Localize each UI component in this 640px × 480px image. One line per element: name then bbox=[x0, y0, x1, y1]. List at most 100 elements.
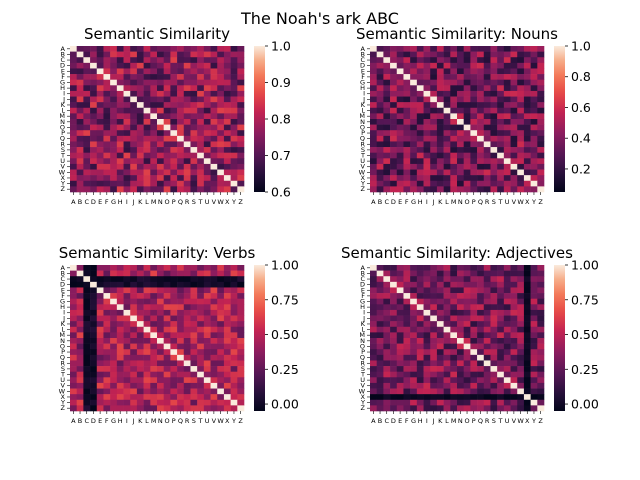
heatmap-cell bbox=[130, 366, 138, 372]
heatmap-cell bbox=[116, 326, 124, 333]
heatmap-cell bbox=[177, 360, 185, 367]
heatmap-cell bbox=[430, 321, 438, 328]
heatmap-cell bbox=[223, 152, 231, 159]
heatmap-cell bbox=[530, 147, 538, 153]
heatmap-cell bbox=[383, 309, 391, 316]
heatmap-cell bbox=[537, 265, 545, 271]
heatmap-cell bbox=[416, 107, 424, 114]
heatmap-cell bbox=[230, 394, 238, 401]
heatmap-cell bbox=[130, 74, 138, 80]
heatmap-cell bbox=[170, 315, 178, 322]
heatmap-cell bbox=[383, 405, 391, 412]
heatmap-cell bbox=[136, 46, 144, 52]
heatmap-cell bbox=[410, 405, 418, 412]
heatmap-cell bbox=[203, 377, 211, 384]
heatmap-cell bbox=[83, 388, 91, 395]
heatmap-cell bbox=[503, 113, 511, 120]
heatmap-cell bbox=[237, 298, 245, 305]
heatmap-cell bbox=[150, 141, 158, 148]
heatmap-cell bbox=[416, 90, 424, 97]
y-tick-label: V bbox=[61, 163, 66, 171]
heatmap-cell bbox=[436, 388, 444, 395]
heatmap-cell bbox=[430, 394, 438, 401]
heatmap-cell bbox=[376, 382, 384, 389]
heatmap-cell bbox=[517, 141, 525, 148]
heatmap-cell bbox=[510, 90, 518, 97]
heatmap-cell bbox=[163, 57, 171, 64]
heatmap-cell bbox=[150, 349, 158, 356]
y-tick-label: U bbox=[360, 157, 365, 165]
heatmap-cell bbox=[190, 298, 198, 305]
heatmap-cell bbox=[430, 298, 438, 305]
heatmap-cell bbox=[190, 270, 198, 277]
heatmap-cell bbox=[123, 57, 131, 64]
heatmap-cell bbox=[183, 394, 191, 401]
heatmap-cell bbox=[90, 175, 98, 182]
heatmap-cell bbox=[143, 46, 151, 52]
heatmap-cell bbox=[443, 46, 451, 52]
heatmap-cell bbox=[430, 186, 438, 193]
heatmap-cell bbox=[490, 382, 498, 389]
heatmap-cell bbox=[483, 354, 491, 361]
heatmap-cell bbox=[190, 90, 198, 97]
heatmap-cell bbox=[463, 287, 471, 294]
heatmap-cell bbox=[230, 293, 238, 299]
heatmap-cell bbox=[530, 107, 538, 114]
heatmap-cell bbox=[110, 135, 118, 142]
heatmap-cell bbox=[450, 62, 458, 69]
heatmap-cell bbox=[383, 321, 391, 328]
heatmap-cell bbox=[83, 135, 91, 142]
heatmap-cell bbox=[383, 298, 391, 305]
heatmap-cell bbox=[537, 74, 545, 80]
heatmap-cell bbox=[470, 169, 478, 176]
heatmap-cell bbox=[530, 382, 538, 389]
heatmap-cell bbox=[396, 405, 404, 412]
heatmap-cell bbox=[116, 405, 124, 412]
heatmap-cell bbox=[470, 175, 478, 182]
heatmap-cell bbox=[370, 321, 377, 328]
heatmap-cell bbox=[497, 152, 505, 159]
heatmap-cell bbox=[463, 281, 471, 288]
heatmap-cell bbox=[503, 96, 511, 103]
heatmap-cell bbox=[383, 46, 391, 52]
heatmap-cell bbox=[510, 377, 518, 384]
x-tick-label: L bbox=[145, 417, 149, 425]
heatmap-cell bbox=[436, 163, 444, 170]
heatmap-cell bbox=[223, 158, 231, 165]
heatmap-cell bbox=[103, 130, 111, 137]
heatmap-cell bbox=[203, 68, 211, 75]
heatmap-cell bbox=[430, 287, 438, 294]
heatmap-cell bbox=[116, 366, 124, 372]
heatmap-cell bbox=[403, 180, 411, 187]
heatmap-cell bbox=[403, 304, 411, 311]
heatmap-cell bbox=[443, 287, 451, 294]
heatmap-cell bbox=[410, 119, 418, 125]
heatmap-cell bbox=[223, 186, 231, 193]
heatmap-cell bbox=[110, 366, 118, 372]
heatmap-cell bbox=[116, 371, 124, 378]
heatmap-cell bbox=[116, 141, 124, 148]
heatmap-cell bbox=[450, 68, 458, 75]
heatmap-cell bbox=[170, 377, 178, 384]
heatmap-cell bbox=[483, 377, 491, 384]
y-tick-label: J bbox=[62, 314, 65, 322]
heatmap-cell bbox=[183, 354, 191, 361]
heatmap-cell bbox=[477, 124, 485, 131]
heatmap-cell bbox=[170, 287, 178, 294]
heatmap-cell bbox=[503, 388, 511, 395]
heatmap-cell bbox=[423, 107, 431, 114]
heatmap-cell bbox=[123, 298, 131, 305]
heatmap-cell bbox=[223, 79, 231, 86]
x-tick-label: X bbox=[225, 198, 230, 206]
heatmap-cell bbox=[396, 175, 404, 182]
heatmap-cell bbox=[416, 332, 424, 339]
heatmap-cell bbox=[197, 405, 205, 412]
y-tick-label: I bbox=[63, 309, 65, 317]
heatmap-cell bbox=[237, 135, 245, 142]
heatmap-cell bbox=[70, 366, 77, 372]
heatmap-cell bbox=[150, 366, 158, 372]
heatmap-cell bbox=[510, 366, 518, 372]
heatmap-cell bbox=[510, 326, 518, 333]
heatmap-cell bbox=[190, 265, 198, 271]
heatmap-cell bbox=[376, 377, 384, 384]
